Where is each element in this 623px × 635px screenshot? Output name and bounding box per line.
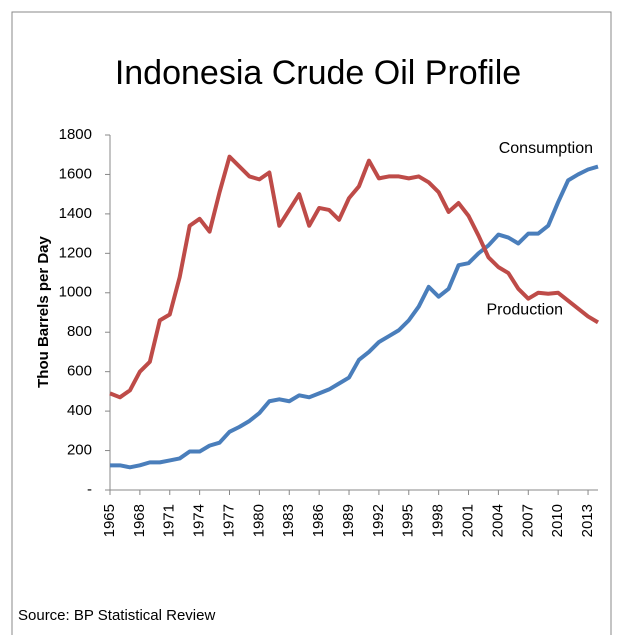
x-tick-label: 1989 bbox=[340, 504, 357, 537]
x-tick-label: 2010 bbox=[549, 504, 566, 537]
chart-frame bbox=[11, 11, 612, 635]
x-tick-label: 1998 bbox=[430, 504, 447, 537]
y-tick-label: 200 bbox=[67, 442, 92, 459]
x-tick-label: 1977 bbox=[220, 504, 237, 537]
source: Source: BP Statistical Review bbox=[18, 607, 215, 624]
x-tick-label: 1974 bbox=[191, 504, 208, 537]
y-tick-label: 800 bbox=[67, 323, 92, 340]
x-tick-label: 1983 bbox=[280, 504, 297, 537]
y-tick-label: 1000 bbox=[59, 284, 92, 301]
series-line bbox=[110, 164, 599, 470]
y-tick-label: 1200 bbox=[59, 244, 92, 261]
x-tick-label: 2013 bbox=[579, 504, 596, 537]
y-axis-label: Thou Barrels per Day bbox=[35, 235, 52, 387]
x-tick-label: 1995 bbox=[400, 504, 417, 537]
y-tick-label: 600 bbox=[67, 363, 92, 380]
x-tick-label: 1980 bbox=[250, 504, 267, 537]
y-tick-label: - bbox=[87, 481, 92, 498]
y-tick-label: 1800 bbox=[59, 126, 92, 143]
y-tick-label: 400 bbox=[67, 402, 92, 419]
x-tick-label: 1986 bbox=[310, 504, 327, 537]
x-tick-label: 1968 bbox=[131, 504, 148, 537]
series-line bbox=[109, 154, 600, 400]
chart-title: Indonesia Crude Oil Profile bbox=[115, 54, 521, 92]
x-tick-label: 1992 bbox=[370, 504, 387, 537]
x-tick-label: 2004 bbox=[489, 504, 506, 537]
y-tick-label: 1400 bbox=[59, 205, 92, 222]
x-tick-label: 1965 bbox=[101, 504, 118, 537]
series-label: Consumption bbox=[499, 140, 593, 157]
series-label: Production bbox=[487, 302, 564, 319]
x-tick-label: 2007 bbox=[519, 504, 536, 537]
x-tick-label: 2001 bbox=[459, 504, 476, 537]
y-tick-label: 1600 bbox=[59, 165, 92, 182]
x-tick-label: 1971 bbox=[161, 504, 178, 537]
